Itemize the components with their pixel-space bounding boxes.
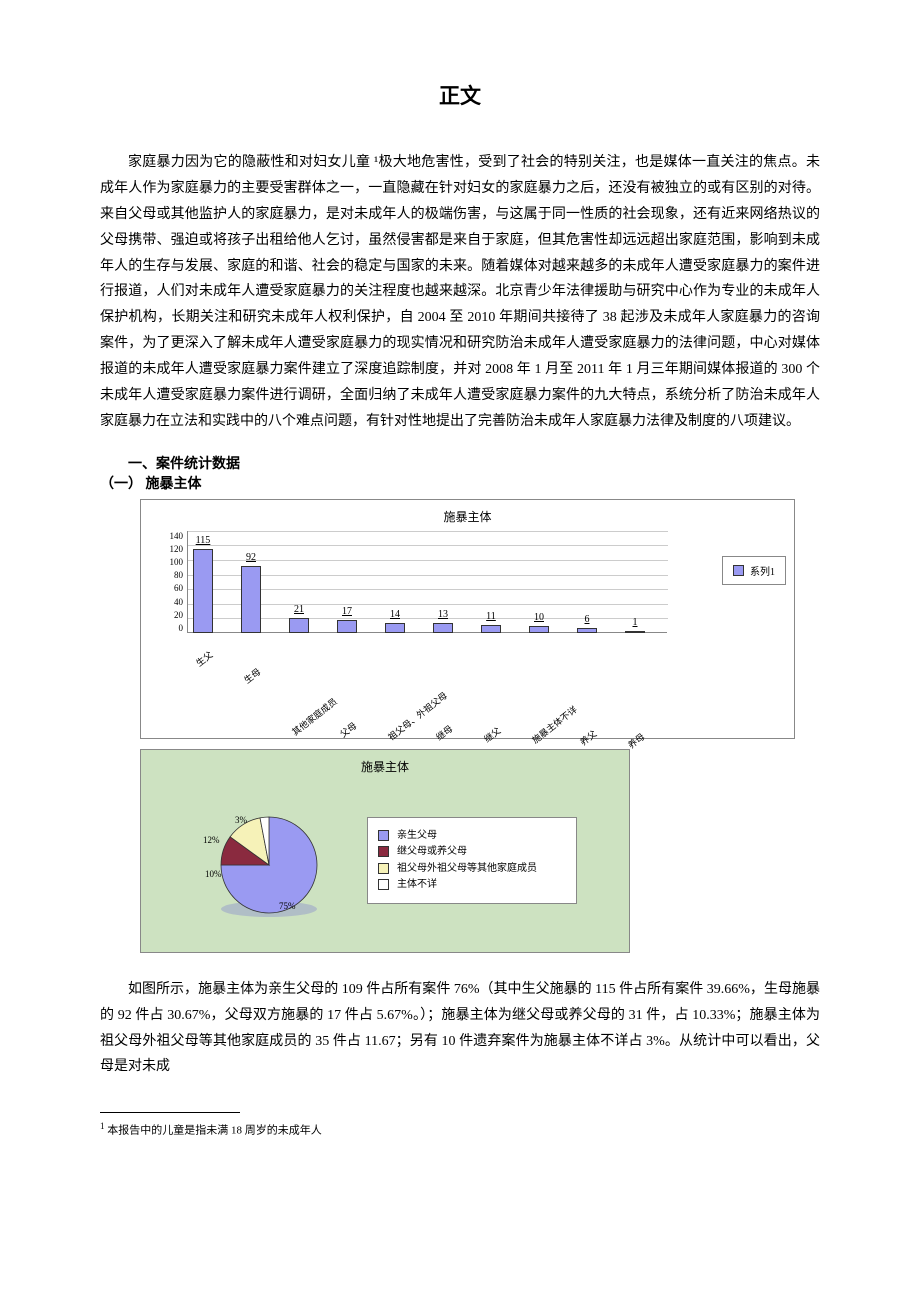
pie-svg (151, 783, 341, 933)
pie-legend-item: 主体不详 (378, 878, 566, 892)
subsection-heading-1: （一） 施暴主体 (100, 473, 820, 493)
pie-pct-75: 75% (279, 901, 296, 911)
pie-legend-item: 继父母或养父母 (378, 845, 566, 859)
analysis-paragraph: 如图所示，施暴主体为亲生父母的 109 件占所有案件 76%（其中生父施暴的 1… (100, 977, 820, 1081)
bar-item: 11继父 (481, 625, 501, 633)
footnote-text: 本报告中的儿童是指未满 18 周岁的未成年人 (107, 1125, 322, 1137)
pie-chart: 施暴主体 75% 10% 12% 3% 亲生父母继父母或养父母祖父母外祖父母等其… (140, 749, 630, 953)
section-heading-1: 一、案件统计数据 (100, 453, 820, 473)
bar-chart-title: 施暴主体 (151, 508, 784, 525)
bar-plot-area: 115生父 92生母 21其他家庭成员 17父母 14祖父母、外祖父母 13继母 11继父 1… (187, 531, 784, 731)
pie-svg-box: 75% 10% 12% 3% (151, 783, 341, 938)
pie-legend-label: 亲生父母 (397, 829, 437, 843)
legend-swatch-icon (378, 830, 389, 841)
legend-swatch-icon (378, 863, 389, 874)
legend-swatch-icon (378, 846, 389, 857)
bar-y-axis: 140120100806040200 (151, 531, 187, 691)
bar-chart: 施暴主体 140120100806040200 115生父 92生母 21其他家庭成… (140, 499, 795, 739)
bar-legend: 系列1 (722, 556, 786, 585)
bar-item: 1养母 (625, 631, 645, 633)
legend-swatch-icon (733, 565, 744, 576)
pie-pct-12: 12% (203, 835, 220, 845)
bar-item: 13继母 (433, 623, 453, 632)
pie-legend-label: 继父母或养父母 (397, 845, 467, 859)
pie-legend-label: 祖父母外祖父母等其他家庭成员 (397, 862, 537, 876)
bar-item: 17父母 (337, 620, 357, 632)
pie-pct-10: 10% (205, 869, 222, 879)
pie-legend-item: 祖父母外祖父母等其他家庭成员 (378, 862, 566, 876)
pie-legend-item: 亲生父母 (378, 829, 566, 843)
footnote-marker: 1 (100, 1121, 105, 1131)
bar-item: 6养父 (577, 628, 597, 632)
pie-pct-3: 3% (235, 815, 247, 825)
page-title: 正文 (100, 80, 820, 110)
legend-swatch-icon (378, 879, 389, 890)
footnote: 1 本报告中的儿童是指未满 18 周岁的未成年人 (100, 1121, 820, 1138)
pie-legend: 亲生父母继父母或养父母祖父母外祖父母等其他家庭成员主体不详 (367, 817, 577, 904)
footnote-rule (100, 1112, 240, 1113)
intro-paragraph: 家庭暴力因为它的隐蔽性和对妇女儿童 ¹极大地危害性，受到了社会的特别关注，也是媒… (100, 150, 820, 435)
bar-item: 115生父 (193, 549, 213, 633)
bar-item: 14祖父母、外祖父母 (385, 623, 405, 633)
pie-chart-title: 施暴主体 (151, 758, 619, 775)
pie-legend-label: 主体不详 (397, 878, 437, 892)
bar-item: 92生母 (241, 566, 261, 633)
bar-legend-label: 系列1 (750, 563, 775, 578)
bar-item: 10施暴主体不详 (529, 626, 549, 633)
bar-item: 21其他家庭成员 (289, 618, 309, 633)
